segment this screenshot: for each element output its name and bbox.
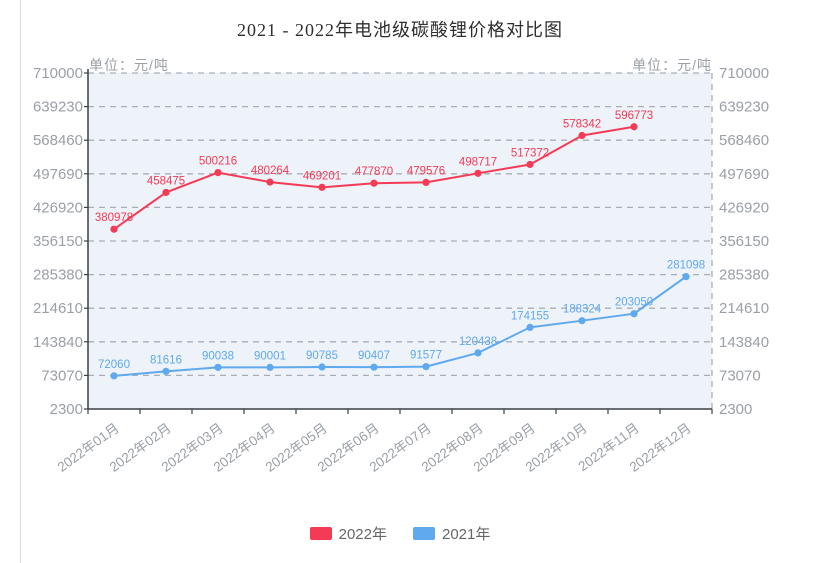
y-axis-label-left: 285380 (33, 267, 83, 284)
y-axis-label-left: 568460 (33, 132, 83, 149)
data-point-label: 380978 (95, 212, 133, 224)
data-point-2021年-2022年12月[interactable] (682, 273, 690, 281)
data-point-label: 188324 (563, 304, 602, 316)
unit-label-right: 单位：元/吨 (632, 57, 712, 73)
data-point-2022年-2022年11月[interactable] (630, 123, 638, 131)
page-left-edge-line (20, 0, 21, 563)
y-axis-label-right: 285380 (719, 267, 769, 284)
y-axis-label-left: 497690 (33, 166, 83, 183)
data-point-label: 596773 (615, 110, 653, 122)
y-axis-label-left: 426920 (33, 199, 83, 216)
y-axis-label-right: 497690 (719, 166, 769, 183)
data-point-label: 90785 (306, 350, 338, 362)
y-axis-label-right: 73070 (719, 367, 761, 384)
data-point-2022年-2022年02月[interactable] (162, 188, 170, 197)
data-point-label: 458475 (147, 175, 185, 187)
data-point-2021年-2022年09月[interactable] (526, 323, 534, 332)
y-axis-label-left: 214610 (33, 300, 83, 317)
chart-legend: 2022年 2021年 (0, 523, 800, 544)
data-point-2022年-2022年01月[interactable] (110, 225, 118, 233)
data-point-2022年-2022年08月[interactable] (474, 169, 482, 177)
y-axis-label-right: 639230 (719, 99, 769, 116)
data-point-2022年-2022年04月[interactable] (266, 178, 274, 186)
line-chart-canvas: 2300 2300 73070 73070 143840 143840 214610 2146… (33, 65, 769, 475)
data-point-2022年-2022年09月[interactable] (526, 160, 534, 169)
data-point-label: 281098 (667, 260, 705, 272)
data-point-label: 174155 (511, 310, 549, 322)
legend-item-2022[interactable]: 2022年 (309, 523, 387, 544)
data-point-label: 498717 (459, 156, 497, 168)
y-axis-label-right: 356150 (719, 233, 769, 250)
data-point-label: 480264 (251, 165, 290, 177)
legend-label-2021: 2021年 (442, 526, 491, 543)
legend-swatch-2021 (413, 527, 435, 540)
data-point-label: 120438 (459, 336, 497, 348)
y-axis-label-right: 426920 (719, 199, 769, 216)
data-point-label: 91577 (410, 350, 442, 362)
y-axis-label-right: 2300 (719, 401, 752, 418)
unit-label-left: 单位：元/吨 (89, 57, 169, 73)
data-point-2022年-2022年07月[interactable] (422, 178, 430, 187)
data-point-2021年-2022年06月[interactable] (370, 363, 378, 371)
y-axis-label-left: 143840 (33, 334, 83, 351)
data-point-2021年-2022年05月[interactable] (318, 363, 326, 371)
y-axis-label-left: 73070 (41, 367, 83, 384)
data-point-label: 578342 (563, 119, 601, 131)
data-point-2021年-2022年03月[interactable] (214, 363, 222, 371)
data-point-label: 469201 (303, 170, 341, 182)
data-point-label: 500216 (199, 156, 237, 168)
data-point-2021年-2022年01月[interactable] (110, 372, 118, 380)
data-point-2021年-2022年04月[interactable] (266, 363, 274, 371)
legend-label-2022: 2022年 (338, 526, 387, 543)
data-point-label: 203050 (615, 297, 653, 309)
y-axis-label-left: 2300 (50, 401, 83, 418)
data-point-2022年-2022年10月[interactable] (578, 131, 586, 140)
data-point-label: 477870 (355, 166, 393, 178)
data-point-label: 90407 (358, 350, 390, 362)
y-axis-label-right: 710000 (719, 65, 769, 82)
data-point-label: 517372 (511, 147, 549, 159)
y-axis-label-right: 214610 (719, 300, 769, 317)
y-axis-label-left: 710000 (33, 65, 83, 82)
data-point-2021年-2022年10月[interactable] (578, 317, 586, 325)
chart-title: 2021 - 2022年电池级碳酸锂价格对比图 (237, 20, 563, 40)
data-point-2021年-2022年08月[interactable] (474, 349, 482, 357)
data-point-label: 81616 (150, 354, 182, 366)
y-axis-label-right: 568460 (719, 132, 769, 149)
data-point-2022年-2022年06月[interactable] (370, 179, 378, 187)
legend-item-2021[interactable]: 2021年 (413, 523, 490, 544)
data-point-2021年-2022年02月[interactable] (162, 367, 170, 375)
data-point-2021年-2022年07月[interactable] (422, 363, 430, 371)
series-line-2021年 (113, 275, 687, 377)
data-point-2022年-2022年05月[interactable] (318, 183, 326, 191)
y-axis-label-right: 143840 (719, 334, 769, 351)
data-point-label: 90001 (254, 350, 286, 362)
y-axis-label-left: 356150 (33, 233, 83, 250)
data-point-2021年-2022年11月[interactable] (630, 310, 638, 318)
data-point-label: 72060 (98, 359, 130, 371)
y-axis-label-left: 639230 (33, 99, 83, 116)
legend-swatch-2022 (309, 527, 332, 540)
data-point-label: 479576 (407, 165, 445, 177)
data-point-label: 90038 (202, 350, 234, 362)
data-point-2022年-2022年03月[interactable] (214, 169, 222, 177)
